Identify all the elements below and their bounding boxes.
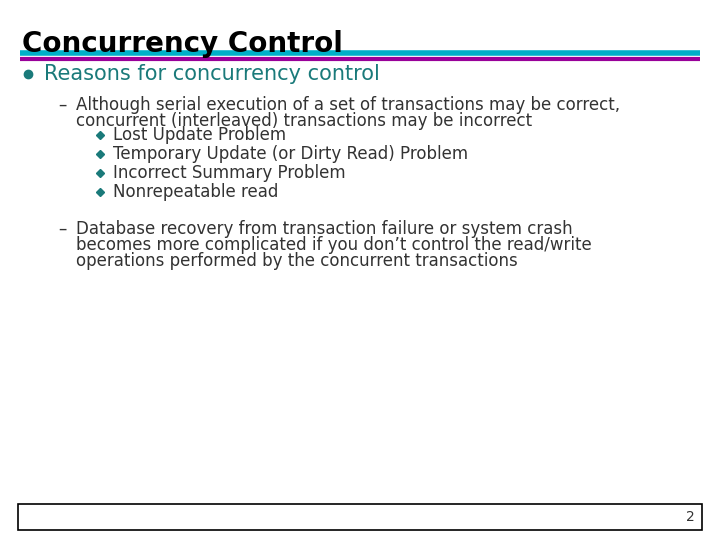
Text: Incorrect Summary Problem: Incorrect Summary Problem xyxy=(113,164,346,182)
Text: Lost Update Problem: Lost Update Problem xyxy=(113,126,286,144)
Text: 2: 2 xyxy=(686,510,695,524)
Text: Nonrepeatable read: Nonrepeatable read xyxy=(113,183,279,201)
Text: operations performed by the concurrent transactions: operations performed by the concurrent t… xyxy=(76,252,518,270)
Text: –: – xyxy=(58,96,66,114)
Text: Although serial execution of a set of transactions may be correct,: Although serial execution of a set of tr… xyxy=(76,96,620,114)
Text: –: – xyxy=(58,220,66,238)
Text: Reasons for concurrency control: Reasons for concurrency control xyxy=(44,64,380,84)
Text: Concurrency Control: Concurrency Control xyxy=(22,30,343,58)
Text: Database recovery from transaction failure or system crash: Database recovery from transaction failu… xyxy=(76,220,572,238)
FancyBboxPatch shape xyxy=(18,504,702,530)
Text: concurrent (interleaved) transactions may be incorrect: concurrent (interleaved) transactions ma… xyxy=(76,112,532,130)
Text: Temporary Update (or Dirty Read) Problem: Temporary Update (or Dirty Read) Problem xyxy=(113,145,468,163)
Text: becomes more complicated if you don’t control the read/write: becomes more complicated if you don’t co… xyxy=(76,236,592,254)
